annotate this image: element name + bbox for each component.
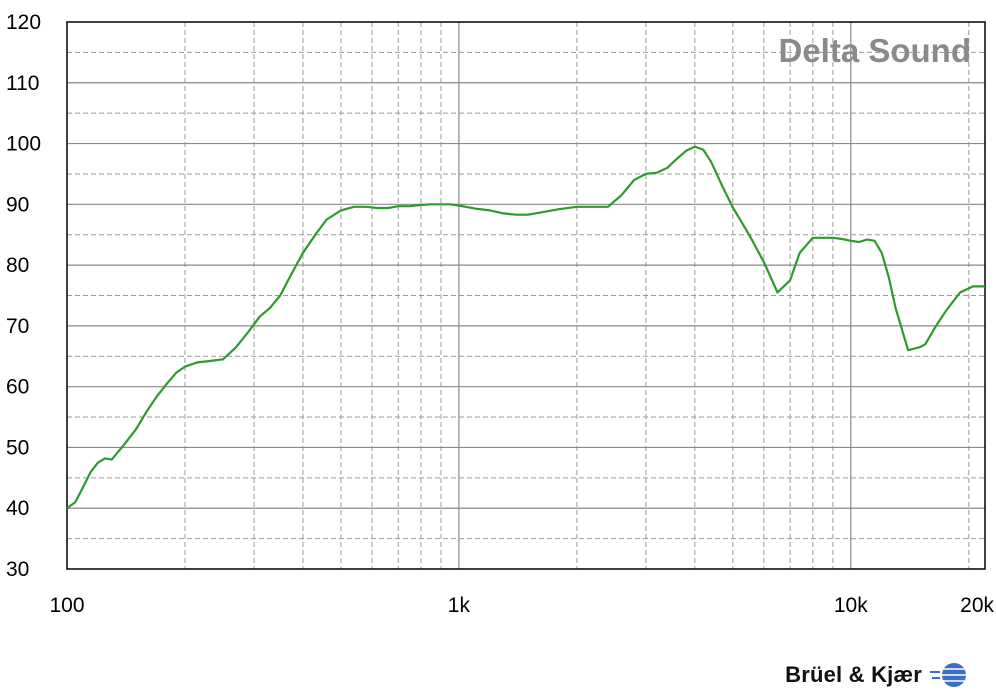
x-tick-label: 100 [49, 594, 84, 617]
brand-logo: Brüel & Kjær [785, 660, 968, 690]
y-tick-label: 110 [6, 72, 39, 95]
x-tick-label: 10k [834, 594, 868, 617]
brand-name: Brüel & Kjær [785, 662, 922, 687]
x-tick-label: 1k [448, 594, 471, 617]
series-group [66, 145, 985, 510]
minor-gridlines [67, 22, 985, 569]
delta-sound-watermark: Delta Sound [778, 32, 971, 69]
y-tick-label: 120 [6, 11, 41, 34]
y-tick-label: 50 [6, 436, 29, 459]
plot-frame [66, 21, 986, 570]
globe-icon [930, 663, 966, 687]
major-gridlines [67, 22, 985, 569]
series-line-0 [66, 145, 985, 510]
x-axis-ticks: 100 1k 10k 20k [49, 594, 994, 617]
x-tick-label: 20k [960, 594, 994, 617]
y-tick-label: 80 [6, 254, 29, 277]
y-tick-label: 30 [6, 558, 29, 581]
y-tick-label: 60 [6, 376, 29, 399]
y-tick-label: 100 [6, 133, 41, 156]
y-tick-label: 40 [6, 497, 29, 520]
y-axis-ticks: 30 40 50 60 70 80 90 100 110 120 [6, 11, 41, 581]
y-tick-label: 90 [6, 193, 29, 216]
y-tick-label: 70 [6, 315, 29, 338]
